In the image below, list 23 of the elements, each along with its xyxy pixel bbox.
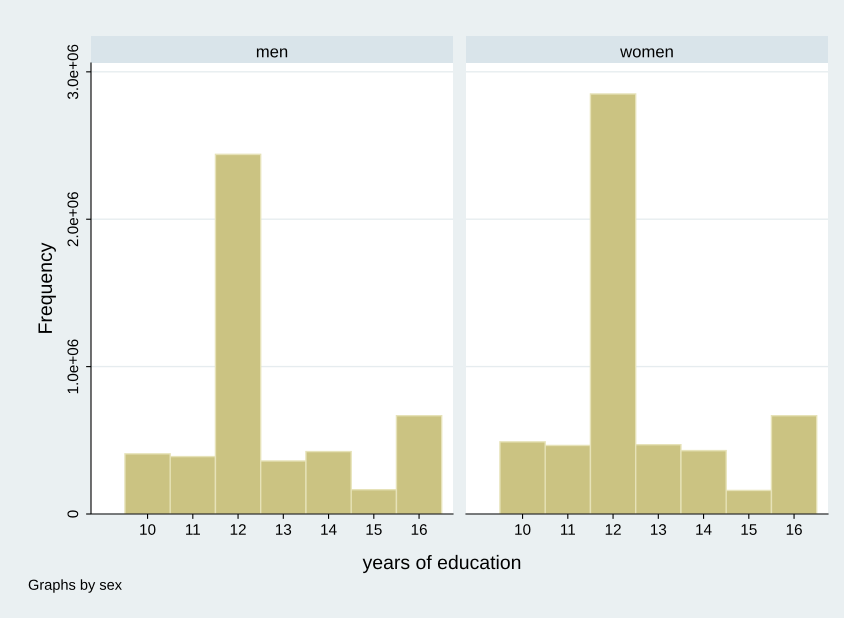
text: Graphs by sex xyxy=(28,579,122,593)
x-tick-label: 12 xyxy=(230,524,246,535)
x-tick-label: 14 xyxy=(696,524,712,535)
x-tick-label: 15 xyxy=(741,524,757,535)
y-axis-title: Frequency xyxy=(38,242,56,333)
x-tick-label: 16 xyxy=(786,524,802,535)
x-axis-title: years of education xyxy=(362,554,520,574)
y-tick-label: 2.0e+06 xyxy=(67,192,78,246)
chart-title: women xyxy=(620,48,673,58)
x-tick-label: 14 xyxy=(321,524,337,535)
y-tick-label: 0 xyxy=(67,510,78,518)
x-tick-label: 13 xyxy=(650,524,666,535)
chart-title: men xyxy=(256,48,288,58)
y-tick-label: 1.0e+06 xyxy=(67,339,78,394)
x-tick-label: 16 xyxy=(412,524,427,535)
x-tick-label: 11 xyxy=(561,524,575,535)
x-tick-label: 12 xyxy=(606,524,621,535)
y-tick-label: 3.0e+06 xyxy=(67,44,78,100)
x-tick-label: 15 xyxy=(366,524,382,535)
x-tick-label: 10 xyxy=(140,524,156,535)
x-tick-label: 10 xyxy=(515,524,530,535)
x-tick-label: 13 xyxy=(276,524,292,535)
x-tick-label: 11 xyxy=(186,524,200,535)
